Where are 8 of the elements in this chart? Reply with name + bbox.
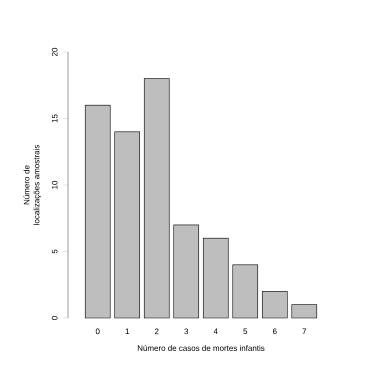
bar xyxy=(262,291,288,318)
bar xyxy=(84,104,111,318)
bar xyxy=(173,224,200,318)
bar xyxy=(291,304,318,318)
bar xyxy=(114,132,140,318)
bar xyxy=(144,78,170,318)
bar xyxy=(202,238,229,318)
bar xyxy=(232,264,258,318)
